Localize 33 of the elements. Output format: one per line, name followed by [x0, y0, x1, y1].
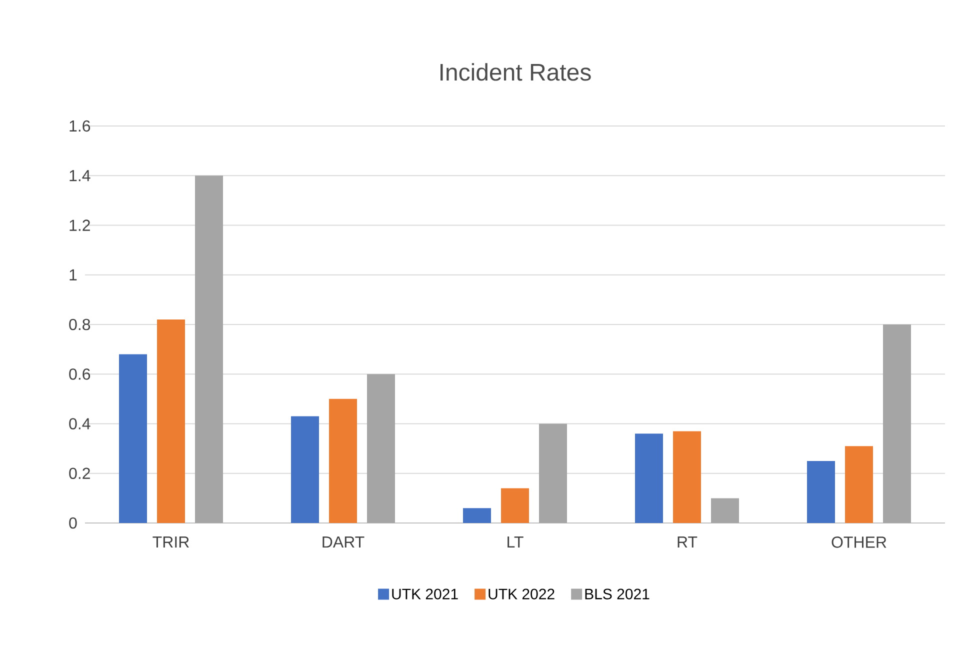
y-tick-label: 1.6 [70, 120, 90, 132]
bar [119, 354, 147, 523]
y-tick-label: 0 [69, 517, 77, 529]
x-tick-label: DART [322, 536, 364, 548]
x-tick-label: OTHER [832, 536, 886, 548]
bar [673, 431, 702, 523]
bar [635, 434, 664, 523]
y-tick-label: 1 [70, 269, 77, 280]
bar [157, 320, 185, 523]
bar [463, 508, 492, 523]
y-tick-label: 0.2 [69, 468, 90, 480]
bar [367, 374, 396, 523]
bar [539, 424, 568, 523]
bar [883, 324, 912, 523]
bar [845, 446, 874, 523]
bar [711, 498, 740, 523]
chart-title: Incident Rates [440, 63, 591, 81]
y-tick-label: 1.4 [70, 170, 90, 182]
x-tick-label: RT [678, 536, 698, 548]
legend-label: UTK 2022 [488, 588, 554, 600]
x-tick-label: LT [508, 536, 524, 548]
legend-label: BLS 2021 [585, 588, 650, 600]
y-tick-label: 0.8 [69, 318, 90, 330]
bar [291, 416, 320, 523]
y-tick-label: 0.4 [69, 418, 90, 430]
bar [329, 398, 358, 523]
bar [195, 176, 224, 523]
x-tick-label: TRIR [152, 536, 189, 548]
y-tick-label: 1.2 [70, 220, 90, 231]
bar [807, 460, 836, 523]
legend-label: UTK 2021 [392, 588, 458, 600]
bar [501, 488, 530, 523]
y-tick-label: 0.6 [69, 368, 90, 380]
